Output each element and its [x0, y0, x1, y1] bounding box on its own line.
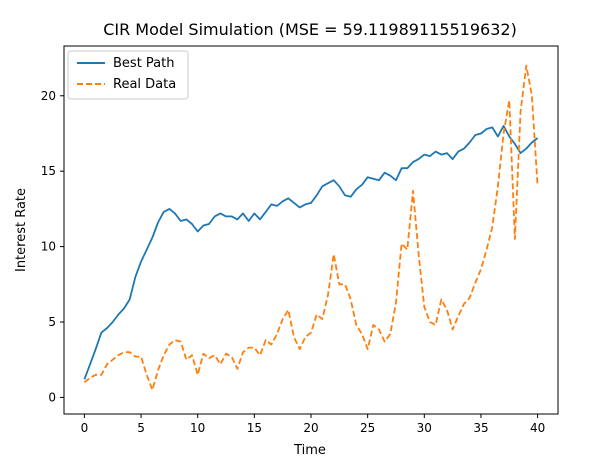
y-tick-label: 15	[41, 164, 56, 178]
y-axis: 0 5 10 15 20	[41, 89, 64, 404]
y-tick-label: 5	[48, 315, 56, 329]
legend-label-real-data: Real Data	[113, 77, 176, 92]
legend: Best Path Real Data	[67, 50, 189, 100]
x-axis-label: Time	[293, 443, 326, 457]
legend-label-best-path: Best Path	[113, 56, 174, 71]
x-tick-label: 5	[137, 421, 145, 435]
x-tick-label: 20	[303, 421, 318, 435]
x-axis: 0 5 10 15 20 25 30 35 40	[81, 414, 545, 435]
x-tick-label: 15	[247, 421, 262, 435]
y-axis-label: Interest Rate	[14, 188, 29, 272]
y-tick-label: 20	[41, 89, 56, 103]
x-tick-label: 10	[190, 421, 205, 435]
y-tick-label: 0	[48, 390, 56, 404]
series-line-best-path	[83, 125, 539, 380]
x-tick-label: 30	[417, 421, 432, 435]
series-line-real-data	[83, 64, 539, 391]
x-tick-label: 25	[360, 421, 375, 435]
x-tick-label: 0	[81, 421, 89, 435]
x-tick-label: 40	[530, 421, 545, 435]
y-tick-label: 10	[41, 240, 56, 254]
chart-title: CIR Model Simulation (MSE = 59.119891155…	[103, 20, 517, 39]
series-layer	[83, 64, 539, 391]
x-tick-label: 35	[473, 421, 488, 435]
